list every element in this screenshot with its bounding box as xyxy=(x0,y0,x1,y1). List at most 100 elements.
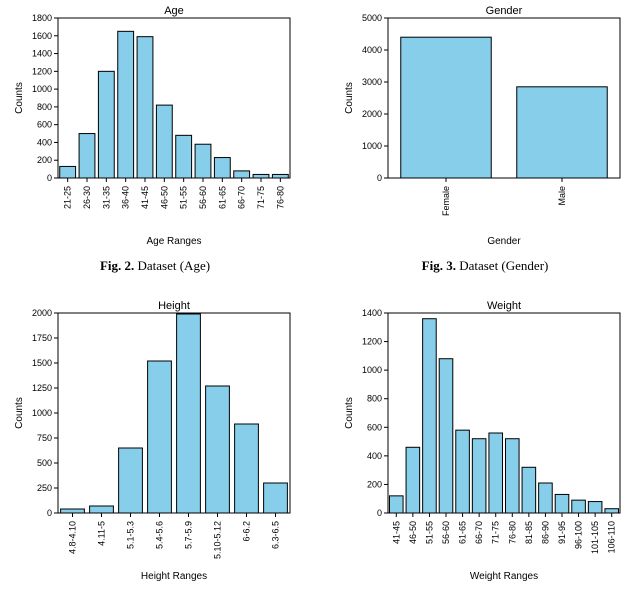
x-tick-label: 6.3-6.5 xyxy=(271,521,281,549)
y-axis-label: Counts xyxy=(344,397,355,429)
x-tick-label: 41-45 xyxy=(140,186,150,209)
bar xyxy=(156,105,172,178)
x-tick-label: 21-25 xyxy=(63,186,73,209)
figure-2-caption-text: Dataset (Age) xyxy=(134,258,210,273)
y-tick-label: 400 xyxy=(37,137,52,147)
bar xyxy=(555,494,569,513)
y-tick-label: 1200 xyxy=(32,66,52,76)
y-axis-label: Counts xyxy=(14,82,25,114)
x-tick-label: 5.7-5.9 xyxy=(184,521,194,549)
bar xyxy=(572,500,586,513)
bar xyxy=(118,31,134,178)
bar xyxy=(264,483,288,513)
figure-3-caption-text: Dataset (Gender) xyxy=(456,258,548,273)
y-tick-label: 600 xyxy=(367,422,382,432)
x-tick-label: 66-70 xyxy=(474,521,484,544)
x-tick-label: 76-80 xyxy=(275,186,285,209)
x-tick-label: 51-55 xyxy=(424,521,434,544)
chart-title: Age xyxy=(164,5,184,17)
x-tick-label: 4.8-4.10 xyxy=(68,521,78,554)
x-axis-label: Age Ranges xyxy=(146,236,201,247)
gender-chart: Gender010002000300040005000CountsFemaleM… xyxy=(340,0,630,250)
y-tick-label: 400 xyxy=(367,451,382,461)
x-tick-label: 106-110 xyxy=(607,521,617,553)
bar xyxy=(517,87,607,178)
bar xyxy=(522,467,536,513)
bar xyxy=(61,509,85,513)
x-tick-label: 71-75 xyxy=(491,521,501,544)
bar xyxy=(176,135,192,178)
bar xyxy=(389,496,403,513)
y-tick-label: 600 xyxy=(37,120,52,130)
y-tick-label: 1750 xyxy=(32,333,52,343)
bar xyxy=(79,134,95,178)
y-tick-label: 1600 xyxy=(32,31,52,41)
x-tick-label: 96-100 xyxy=(574,521,584,549)
chart-title: Gender xyxy=(486,5,523,17)
y-tick-label: 1800 xyxy=(32,13,52,23)
x-tick-label: 5.10-5.12 xyxy=(213,521,223,559)
bar xyxy=(234,171,250,178)
x-tick-label: 5.1-5.3 xyxy=(126,521,136,549)
height-chart-cell: Height 0 250 500 750 1000 1250 1500 1750 2000 Coun… xyxy=(10,295,300,585)
y-tick-label: 0 xyxy=(47,173,52,183)
bar xyxy=(214,158,230,178)
y-tick-label: 1500 xyxy=(32,358,52,368)
x-tick-label: 101-105 xyxy=(590,521,600,554)
y-tick-label: 0 xyxy=(377,508,382,518)
bar xyxy=(406,447,420,513)
age-chart-cell: Age020040060080010001200140016001800Coun… xyxy=(10,0,300,250)
age-chart: Age020040060080010001200140016001800Coun… xyxy=(10,0,300,250)
y-tick-label: 2000 xyxy=(362,109,382,119)
y-tick-label: 0 xyxy=(377,173,382,183)
x-tick-label: 61-65 xyxy=(217,186,227,209)
figure-2-caption-prefix: Fig. 2. xyxy=(100,258,134,273)
bar xyxy=(60,166,76,178)
bar xyxy=(98,71,114,178)
y-tick-label: 2000 xyxy=(32,308,52,318)
y-tick-label: 0 xyxy=(47,508,52,518)
x-tick-label: 81-85 xyxy=(524,521,534,544)
bar xyxy=(206,386,230,513)
x-tick-label: 46-50 xyxy=(408,521,418,544)
bar xyxy=(505,439,519,513)
bar xyxy=(177,314,201,513)
y-axis-label: Counts xyxy=(344,82,355,114)
chart-title: Height xyxy=(158,300,190,312)
weight-chart-cell: Weight0200400600800100012001400Counts41-… xyxy=(340,295,630,585)
y-tick-label: 1200 xyxy=(362,337,382,347)
y-tick-label: 500 xyxy=(37,458,52,468)
figure-2-caption: Fig. 2. Dataset (Age) xyxy=(10,258,300,278)
x-tick-label: 41-45 xyxy=(391,521,401,544)
x-tick-label: 71-75 xyxy=(256,186,266,209)
x-tick-label: 51-55 xyxy=(179,186,189,209)
y-tick-label: 1400 xyxy=(32,49,52,59)
bar xyxy=(119,448,143,513)
y-tick-label: 4000 xyxy=(362,45,382,55)
x-tick-label: 76-80 xyxy=(507,521,517,544)
y-tick-label: 200 xyxy=(367,479,382,489)
y-tick-label: 1000 xyxy=(32,408,52,418)
x-axis-label: Height Ranges xyxy=(141,571,207,582)
x-tick-label: Female xyxy=(441,186,451,216)
y-tick-label: 3000 xyxy=(362,77,382,87)
bar xyxy=(588,502,602,513)
bar xyxy=(489,433,503,513)
y-tick-label: 1250 xyxy=(32,383,52,393)
y-tick-label: 800 xyxy=(367,394,382,404)
y-tick-label: 750 xyxy=(37,433,52,443)
bar xyxy=(472,439,486,513)
x-tick-label: 86-90 xyxy=(540,521,550,544)
y-axis-label: Counts xyxy=(14,397,25,429)
x-tick-label: 61-65 xyxy=(458,521,468,544)
bar xyxy=(539,483,553,513)
x-axis-label: Gender xyxy=(487,236,521,247)
bar xyxy=(195,144,211,178)
weight-chart: Weight0200400600800100012001400Counts41-… xyxy=(340,295,630,585)
figure-3-caption: Fig. 3. Dataset (Gender) xyxy=(340,258,630,278)
x-tick-label: 91-95 xyxy=(557,521,567,544)
y-tick-label: 250 xyxy=(37,483,52,493)
gender-chart-cell: Gender010002000300040005000CountsFemaleM… xyxy=(340,0,630,250)
x-axis-label: Weight Ranges xyxy=(470,571,538,582)
bar xyxy=(253,174,269,178)
